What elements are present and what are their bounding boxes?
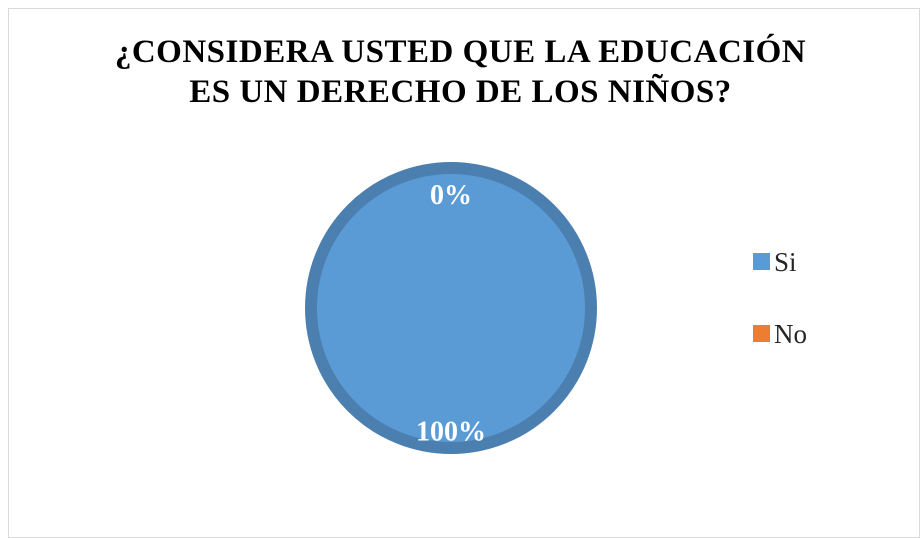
pie-chart: 100% 0% Si No [305, 162, 807, 454]
chart-title-line-2: ES UN DERECHO DE LOS NIÑOS? [189, 74, 732, 110]
data-label-si: 100% [416, 417, 486, 448]
chart-title-line-1: ¿CONSIDERA USTED QUE LA EDUCACIÓN [114, 34, 807, 70]
legend-label-no: No [774, 319, 807, 349]
legend-swatch-si [753, 253, 770, 270]
data-label-no: 0% [430, 180, 472, 211]
pie-slice-si [305, 162, 597, 454]
data-labels: 100% 0% [416, 180, 486, 448]
legend-swatch-no [753, 325, 770, 342]
legend: Si No [753, 247, 807, 349]
legend-label-si: Si [774, 247, 797, 277]
pie-slices [305, 162, 597, 454]
chart-title: ¿CONSIDERA USTED QUE LA EDUCACIÓN ES UN … [0, 32, 921, 112]
